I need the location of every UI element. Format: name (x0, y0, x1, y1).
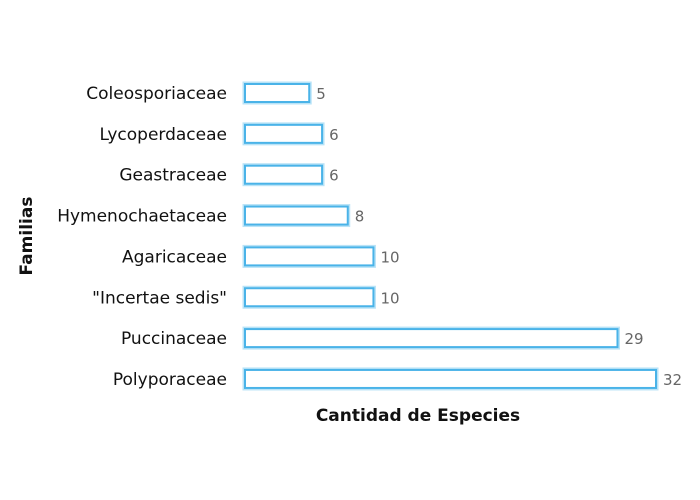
value-label: 10 (380, 289, 399, 307)
category-label: Agaricaceae (122, 247, 227, 267)
category-label: Coleosporiaceae (86, 84, 227, 104)
value-label: 29 (624, 330, 643, 348)
bar[interactable] (244, 205, 349, 226)
value-label: 6 (329, 167, 339, 185)
category-label: Lycoperdaceae (99, 125, 227, 145)
category-label: Hymenochaetaceae (57, 207, 227, 227)
bar[interactable] (244, 123, 324, 144)
value-label: 10 (380, 248, 399, 266)
bar[interactable] (244, 246, 375, 267)
category-label: Polyporaceae (113, 370, 227, 390)
bar[interactable] (244, 328, 619, 349)
bars-group: Coleosporiaceae 5 Lycoperdaceae 6 Geastracea… (57, 81, 682, 391)
bar[interactable] (244, 287, 375, 308)
y-axis-title: Familias (17, 197, 37, 276)
category-label: "Incertae sedis" (92, 288, 227, 308)
value-label: 32 (663, 371, 682, 389)
bar[interactable] (244, 83, 311, 103)
category-label: Geastraceae (119, 166, 227, 186)
x-axis-title: Cantidad de Especies (316, 406, 520, 426)
bar[interactable] (244, 164, 324, 185)
bar[interactable] (244, 368, 657, 389)
value-label: 5 (316, 85, 326, 103)
value-label: 6 (329, 126, 339, 144)
category-label: Puccinaceae (121, 329, 227, 349)
value-label: 8 (355, 208, 365, 226)
